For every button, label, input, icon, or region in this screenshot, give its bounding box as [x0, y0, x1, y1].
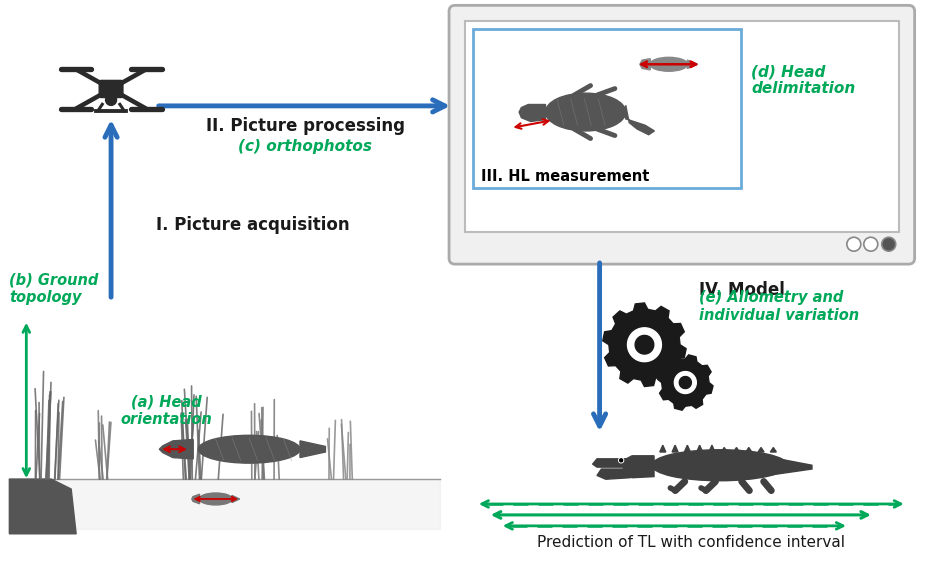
Polygon shape: [597, 469, 630, 479]
Text: Prediction of TL with confidence interval: Prediction of TL with confidence interva…: [538, 535, 845, 550]
Text: (d) Head
delimitation: (d) Head delimitation: [751, 64, 856, 96]
Circle shape: [618, 458, 624, 463]
Polygon shape: [623, 456, 654, 478]
FancyBboxPatch shape: [473, 29, 742, 189]
Polygon shape: [592, 459, 630, 467]
Polygon shape: [640, 59, 650, 70]
Polygon shape: [746, 448, 752, 452]
Polygon shape: [9, 479, 76, 534]
Text: (e) Allometry and
individual variation: (e) Allometry and individual variation: [699, 290, 859, 323]
Polygon shape: [635, 335, 654, 354]
Polygon shape: [733, 448, 740, 452]
Polygon shape: [660, 445, 666, 452]
Polygon shape: [159, 440, 193, 459]
Circle shape: [882, 237, 895, 251]
Ellipse shape: [545, 93, 626, 131]
Ellipse shape: [650, 57, 688, 71]
Polygon shape: [192, 494, 199, 504]
Circle shape: [847, 237, 861, 251]
Polygon shape: [721, 448, 727, 452]
Circle shape: [619, 459, 623, 462]
Polygon shape: [679, 377, 692, 388]
Polygon shape: [603, 303, 686, 387]
Polygon shape: [674, 372, 696, 394]
Ellipse shape: [199, 493, 232, 505]
Polygon shape: [300, 441, 325, 458]
Text: III. HL measurement: III. HL measurement: [481, 168, 649, 183]
Polygon shape: [626, 105, 654, 135]
Ellipse shape: [198, 435, 300, 463]
Polygon shape: [232, 496, 240, 503]
Polygon shape: [657, 355, 713, 410]
Ellipse shape: [652, 449, 788, 481]
Polygon shape: [628, 328, 661, 362]
Text: (c) orthophotos: (c) orthophotos: [238, 138, 373, 153]
Circle shape: [106, 95, 117, 106]
Text: I. Picture acquisition: I. Picture acquisition: [156, 216, 349, 234]
Polygon shape: [687, 60, 698, 69]
Polygon shape: [684, 445, 691, 452]
Polygon shape: [770, 448, 776, 452]
Text: (a) Head
orientation: (a) Head orientation: [120, 395, 211, 427]
Polygon shape: [519, 104, 545, 122]
Text: II. Picture processing: II. Picture processing: [206, 117, 405, 135]
Text: IV. Model: IV. Model: [699, 281, 785, 299]
Polygon shape: [697, 445, 703, 452]
Polygon shape: [772, 458, 812, 475]
FancyBboxPatch shape: [449, 5, 915, 264]
Polygon shape: [758, 448, 764, 452]
Text: (b) Ground
topology: (b) Ground topology: [9, 272, 99, 305]
Polygon shape: [672, 445, 678, 452]
Polygon shape: [709, 445, 715, 452]
FancyBboxPatch shape: [465, 21, 898, 233]
FancyBboxPatch shape: [99, 80, 123, 98]
Circle shape: [864, 237, 878, 251]
